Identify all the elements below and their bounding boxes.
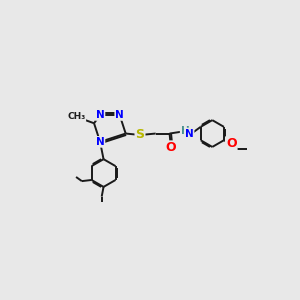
Text: CH₃: CH₃	[67, 112, 86, 121]
Text: N: N	[115, 110, 124, 120]
Text: O: O	[165, 141, 176, 154]
Text: N: N	[96, 110, 104, 120]
Text: O: O	[226, 137, 237, 150]
Text: H: H	[181, 125, 189, 136]
Text: N: N	[96, 137, 104, 147]
Text: N: N	[185, 128, 194, 139]
Text: S: S	[136, 128, 145, 141]
